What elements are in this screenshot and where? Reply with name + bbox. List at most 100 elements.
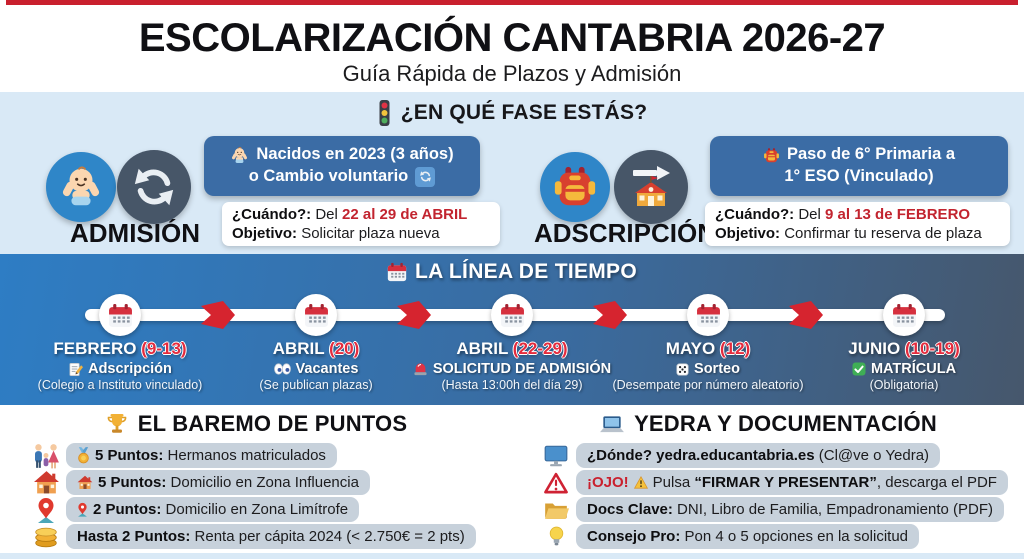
fase-title-text: ¿EN QUÉ FASE ESTÁS?: [400, 101, 648, 124]
admision-banner-text1: Nacidos en 2023 (3 años): [256, 145, 454, 164]
adscripcion-label: ADSCRIPCIÓN: [533, 218, 716, 248]
baremo-row-hermanos: 5 Puntos: Hermanos matriculados: [26, 443, 476, 468]
timeline-node-junio: [883, 294, 925, 336]
yedra-row-consejo: Consejo Pro: Pon 4 o 5 opciones en la so…: [536, 524, 1008, 549]
adscripcion-when: ¿Cuándo?: Del 9 al 13 de FEBRERO: [715, 205, 1000, 225]
refresh-icon: [131, 164, 177, 210]
timeline-node-abril22: [491, 294, 533, 336]
siren-icon: [413, 362, 428, 376]
timeline-dates: (20): [329, 339, 360, 358]
family-icon: [26, 442, 66, 470]
admision-banner-line1: Nacidos en 2023 (3 años): [230, 144, 454, 166]
timeline-dates: (22-29): [512, 339, 568, 358]
yedra-pill: ¿Dónde? yedra.educantabria.es (Cl@ve o Y…: [576, 443, 941, 468]
timeline-item-adscripcion: FEBRERO (9-13) Adscripción (Colegio a In…: [12, 339, 228, 392]
adscripcion-circle: [540, 152, 610, 222]
bottom-accent-strip: [0, 553, 1024, 559]
calendar-icon: [500, 303, 525, 328]
timeline-detail: (Se publican plazas): [259, 378, 373, 392]
admision-circle-2: [117, 150, 191, 224]
timeline-item-solicitud: ABRIL (22-29) SOLICITUD DE ADMISIÓN (Has…: [404, 339, 620, 392]
adscripcion-banner: Paso de 6° Primaria a 1° ESO (Vinculado): [710, 136, 1008, 196]
house-icon: [77, 475, 93, 490]
memo-icon: [68, 362, 83, 377]
yedra-title-text: YEDRA Y DOCUMENTACIÓN: [634, 411, 937, 436]
section-fase: ¿EN QUÉ FASE ESTÁS? ADMISIÓN Nacidos en …: [0, 92, 1024, 254]
when-label: ¿Cuándo?:: [715, 205, 795, 223]
when-dates: 9 al 13 de FEBRERO: [825, 205, 971, 223]
timeline-node-abril20: [295, 294, 337, 336]
timeline-month: MAYO (12): [665, 339, 751, 358]
traffic-light-icon: [377, 99, 392, 127]
warning-icon: [536, 472, 576, 494]
timeline-item-sorteo: MAYO (12) Sorteo (Desempate por número a…: [600, 339, 816, 392]
top-accent-bar: [6, 0, 1018, 5]
calendar-icon: [387, 262, 407, 282]
baremo-pill: Hasta 2 Puntos: Renta per cápita 2024 (<…: [66, 524, 476, 549]
timeline-title-text: LA LÍNEA DE TIEMPO: [414, 260, 637, 283]
adscripcion-banner-text2: 1° ESO (Vinculado): [784, 167, 934, 185]
section-bottom: EL BAREMO DE PUNTOS 5 Puntos: Hermanos m…: [0, 405, 1024, 553]
page-subtitle: Guía Rápida de Plazos y Admisión: [342, 61, 682, 86]
house-icon: [26, 470, 66, 495]
adscripcion-banner-line2: 1° ESO (Vinculado): [784, 166, 933, 188]
adscripcion-banner-line1: Paso de 6° Primaria a: [763, 144, 955, 166]
timeline-detail: (Hasta 13:00h del día 29): [441, 378, 583, 392]
when-prefix: Del: [798, 205, 821, 223]
yedra-pill: ¡OJO! Pulsa “FIRMAR Y PRESENTAR”, descar…: [576, 470, 1008, 495]
admision-circle: [46, 152, 116, 222]
calendar-icon: [304, 303, 329, 328]
bulb-icon: [536, 526, 576, 547]
baremo-title-text: EL BAREMO DE PUNTOS: [137, 411, 408, 436]
objective-label: Objetivo:: [715, 225, 781, 242]
baby-icon: [58, 164, 104, 210]
timeline-node-mayo: [687, 294, 729, 336]
timeline-dates: (12): [719, 339, 751, 358]
check-icon: [852, 362, 866, 376]
calendar-icon: [108, 303, 133, 328]
timeline-month: FEBRERO (9-13): [53, 339, 187, 358]
baremo-rows: 5 Puntos: Hermanos matriculados 5 Puntos…: [26, 443, 476, 551]
timeline-name: SOLICITUD DE ADMISIÓN: [404, 361, 620, 377]
admision-banner-line2: o Cambio voluntario: [249, 166, 436, 188]
yedra-section-title: YEDRA Y DOCUMENTACIÓN: [538, 411, 998, 437]
adscripcion-circle-2: [614, 150, 688, 224]
timeline-detail: (Desempate por número aleatorio): [612, 378, 804, 392]
when-label: ¿Cuándo?:: [232, 205, 312, 223]
timeline-name: Sorteo: [600, 361, 816, 377]
arrow-right-icon: [397, 301, 431, 329]
timeline-name: MATRÍCULA: [796, 361, 1012, 377]
objective-text: Solicitar plaza nueva: [301, 225, 440, 242]
timeline-node-febrero: [99, 294, 141, 336]
baremo-section-title: EL BAREMO DE PUNTOS: [26, 411, 486, 437]
objective-label: Objetivo:: [232, 225, 298, 242]
page-title: ESCOLARIZACIÓN CANTABRIA 2026-27: [138, 16, 886, 60]
arrow-right-icon: [201, 301, 235, 329]
eyes-icon: [274, 363, 291, 375]
timeline-month: ABRIL (22-29): [456, 339, 568, 358]
timeline-dates: (10-19): [904, 339, 960, 358]
yedra-row-donde: ¿Dónde? yedra.educantabria.es (Cl@ve o Y…: [536, 443, 1008, 468]
arrow-right-icon: [593, 301, 627, 329]
folder-icon: [536, 499, 576, 520]
admision-banner: Nacidos en 2023 (3 años) o Cambio volunt…: [204, 136, 480, 196]
coins-icon: [26, 526, 66, 548]
arrow-school-icon: [627, 163, 675, 211]
baremo-row-zona-influencia: 5 Puntos: Domicilio en Zona Influencia: [26, 470, 476, 495]
timeline-month: ABRIL (20): [272, 339, 360, 358]
monitor-icon: [536, 445, 576, 467]
refresh-icon: [415, 166, 436, 187]
baremo-row-zona-limitrofe: 2 Puntos: Domicilio en Zona Limítrofe: [26, 497, 476, 522]
calendar-icon: [696, 303, 721, 328]
ojo-text: ¡OJO!: [587, 474, 629, 491]
yedra-row-docs: Docs Clave: DNI, Libro de Familia, Empad…: [536, 497, 1008, 522]
yedra-pill: Docs Clave: DNI, Libro de Familia, Empad…: [576, 497, 1004, 522]
timeline-month: JUNIO (10-19): [848, 339, 960, 358]
admision-infobox: ¿Cuándo?: Del 22 al 29 de ABRIL Objetivo…: [222, 202, 500, 246]
timeline-item-matricula: JUNIO (10-19) MATRÍCULA (Obligatoria): [796, 339, 1012, 392]
baremo-pill: 2 Puntos: Domicilio en Zona Limítrofe: [66, 497, 360, 522]
warning-icon: [634, 476, 648, 489]
when-prefix: Del: [315, 205, 338, 223]
fase-section-title: ¿EN QUÉ FASE ESTÁS?: [0, 99, 1024, 127]
baremo-row-renta: Hasta 2 Puntos: Renta per cápita 2024 (<…: [26, 524, 476, 549]
